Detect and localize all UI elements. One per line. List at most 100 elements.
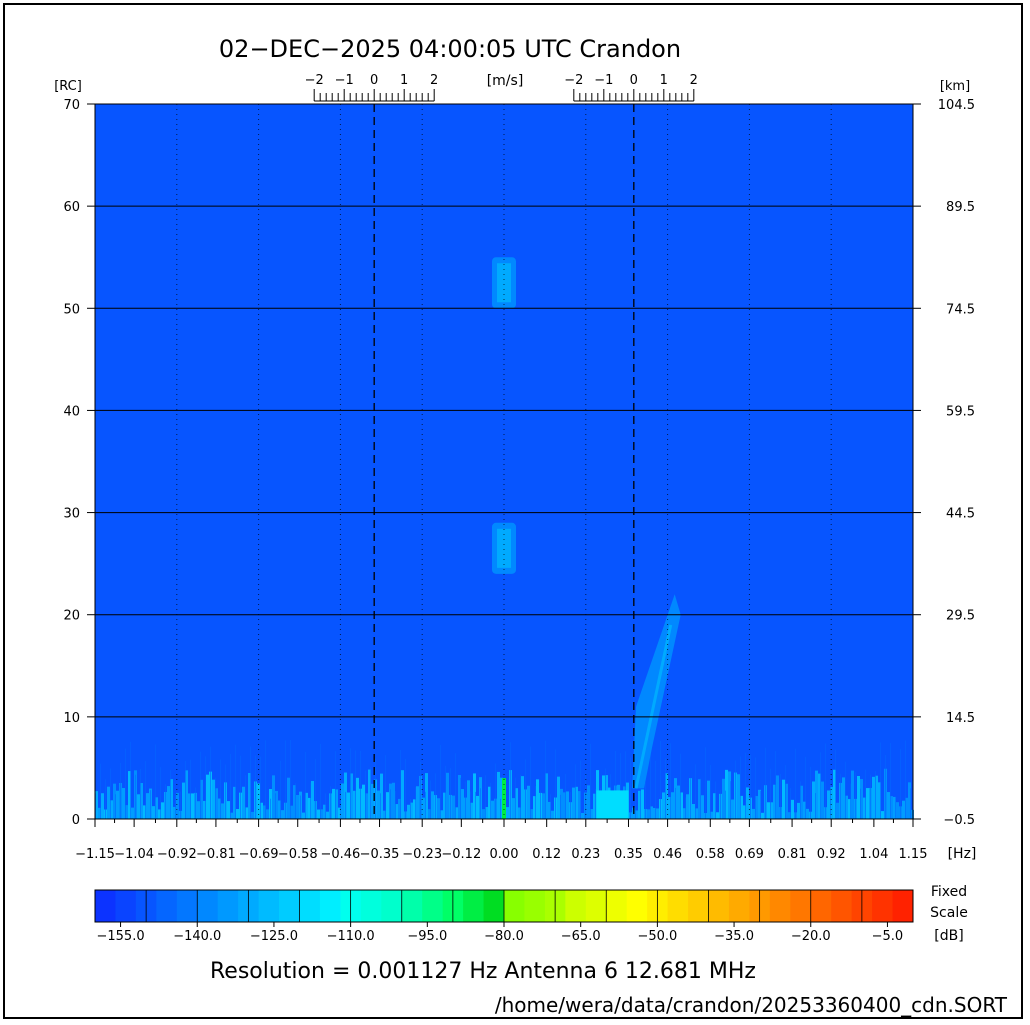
noise-column [341,783,344,819]
noise-streak [135,774,136,819]
noise-streak [410,798,411,819]
x-tick-label: 0.58 [696,847,725,862]
noise-column [110,800,113,819]
noise-column [872,776,875,819]
colorbar-swatch [381,890,403,922]
noise-column [245,807,248,819]
noise-streak [365,770,366,819]
noise-streak [235,744,236,819]
colorbar-swatch [769,890,791,922]
noise-column [851,770,854,819]
noise-streak [220,759,221,819]
noise-streak [315,759,316,819]
noise-streak [690,778,691,819]
noise-column [533,796,536,819]
noise-column [542,793,545,819]
colorbar-tick-label: −155.0 [97,929,145,944]
noise-streak [655,760,656,819]
noise-streak [260,756,261,819]
noise-column [497,771,500,819]
noise-column [692,804,695,819]
noise-column [218,798,221,819]
colorbar-tick-label: −20.0 [791,929,831,944]
velocity-tick-label: −1 [335,73,354,88]
grid-lines [95,104,913,819]
noise-column [653,807,656,819]
noise-column [371,783,374,819]
colorbar-label-scale: Scale [930,905,968,921]
noise-streak [345,791,346,819]
colorbar-tick-label: −140.0 [173,929,221,944]
velocity-tick-label: −1 [594,73,613,88]
noise-streak [860,788,861,819]
x-tick-label: 1.15 [899,847,928,862]
colorbar-swatch [217,890,239,922]
colorbar-swatch [156,890,178,922]
noise-column [422,797,425,819]
noise-column [440,810,443,819]
noise-column [902,800,905,819]
x-tick-label: 0.35 [614,847,643,862]
noise-streak [730,781,731,819]
velocity-tick-label: −2 [305,73,324,88]
colorbar-swatch [463,890,485,922]
noise-column [200,779,203,819]
colorbar-tick-label: −125.0 [250,929,298,944]
heatmap-background [95,104,913,819]
noise-column [896,802,899,819]
noise-streak [825,743,826,819]
noise-streak [665,758,666,819]
noise-column [137,794,140,819]
noise-streak [500,798,501,819]
colorbar-tick-label: −50.0 [637,929,677,944]
noise-streak [675,787,676,819]
colorbar-swatch [279,890,300,922]
colorbar-swatch [483,890,505,922]
noise-column [743,805,746,819]
noise-column [521,776,524,819]
colorbar-swatch [197,890,219,922]
noise-streak [435,773,436,819]
noise-streak [890,743,891,819]
noise-column [656,808,659,819]
velocity-tick-label: 2 [690,73,698,88]
noise-streak [325,793,326,819]
noise-column [707,780,710,819]
colorbar-swatch [606,890,628,922]
noise-column [116,790,119,819]
noise-streak [400,750,401,819]
noise-column [662,792,665,819]
colorbar-tick-label: −110.0 [327,929,375,944]
noise-column [266,809,269,819]
noise-streak [380,793,381,819]
noise-column [416,786,419,819]
echo-27rc-core [497,528,511,568]
noise-column [500,777,503,819]
colorbar-swatch [565,890,587,922]
noise-column [575,786,578,819]
colorbar-tick-label: −95.0 [407,929,447,944]
noise-column [488,786,491,819]
x-tick-label: 0.69 [735,847,764,862]
noise-column [290,805,293,819]
noise-column [308,797,311,819]
noise-column [815,770,818,819]
noise-column [710,811,713,819]
noise-column [548,801,551,819]
noise-streak [375,758,376,819]
noise-streak [715,781,716,819]
noise-column [122,787,125,819]
noise-column [287,777,290,819]
noise-streak [310,782,311,819]
noise-streak [800,781,801,819]
noise-column [98,807,101,819]
colorbar-swatch [360,890,382,922]
noise-column [326,811,329,819]
noise-column [176,792,179,819]
noise-column [338,807,341,819]
noise-column [866,788,869,819]
noise-column [278,800,281,819]
colorbar-tick-label: −35.0 [714,929,754,944]
noise-column [746,787,749,819]
noise-streak [110,768,111,819]
